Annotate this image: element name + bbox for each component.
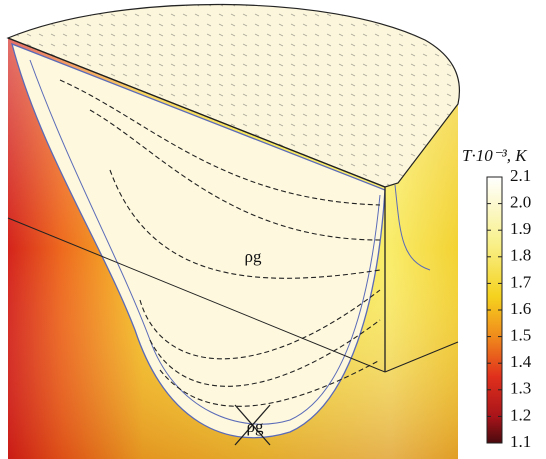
colorbar-tick-label: 1.1	[510, 432, 531, 451]
flow-label: ρg	[247, 417, 264, 436]
cylinder	[8, 4, 459, 459]
figure: ρg ρg T·10⁻³, K 2.1 2.0 1.9 1.8 1.7 1.6 1.5 1.4…	[0, 0, 546, 459]
colorbar-tick-label: 1.5	[510, 326, 531, 345]
colorbar-tick-label: 1.8	[510, 246, 531, 265]
colorbar-tick-label: 1.7	[510, 272, 532, 291]
flow-label: ρg	[245, 247, 262, 266]
colorbar-tick-label: 1.9	[510, 219, 531, 238]
colorbar-tick-label: 1.3	[510, 379, 531, 398]
colorbar-tick-label: 2.1	[510, 166, 531, 185]
colorbar-tick-label: 1.4	[510, 352, 532, 371]
colorbar-title: T·10⁻³, K	[462, 146, 528, 165]
colorbar-tick-label: 1.2	[510, 405, 531, 424]
colorbar-tick-label: 1.6	[510, 299, 531, 318]
colorbar-tick-label: 2.0	[510, 193, 531, 212]
